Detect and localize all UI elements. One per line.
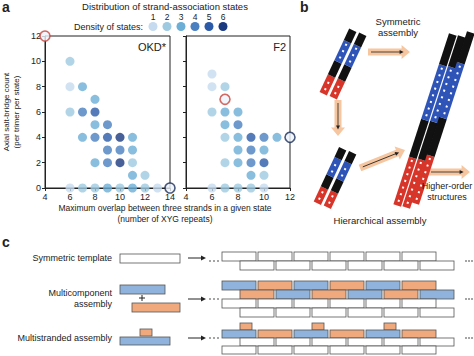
svg-text:Density of states:: Density of states: [74, 22, 143, 32]
svg-text:10: 10 [31, 56, 41, 66]
svg-text:Higher-order: Higher-order [422, 181, 473, 191]
svg-text:b: b [300, 0, 309, 15]
svg-text:Distribution of strand-associa: Distribution of strand-association state… [82, 1, 248, 12]
svg-text:Symmetric: Symmetric [376, 16, 421, 27]
svg-text:12: 12 [285, 192, 295, 202]
svg-text:6: 6 [36, 107, 41, 117]
svg-text:Multicomponent: Multicomponent [48, 288, 112, 298]
svg-text:Axial salt-bridge count: Axial salt-bridge count [2, 72, 11, 151]
svg-text:assembly: assembly [74, 299, 113, 309]
svg-text:8: 8 [235, 192, 240, 202]
svg-text:4: 4 [183, 192, 188, 202]
svg-text:8: 8 [92, 192, 97, 202]
svg-text:4: 4 [36, 132, 41, 142]
svg-text:14: 14 [165, 191, 175, 202]
svg-text:2: 2 [165, 12, 170, 22]
svg-text:4: 4 [193, 12, 198, 22]
svg-text:(number of XYG repeats): (number of XYG repeats) [118, 214, 213, 224]
svg-text:12: 12 [31, 31, 41, 41]
svg-text:a: a [2, 0, 10, 15]
svg-text:F2: F2 [273, 41, 286, 53]
svg-text:6: 6 [209, 192, 214, 202]
svg-text:4: 4 [42, 192, 47, 202]
svg-text:1: 1 [151, 12, 156, 22]
svg-text:3: 3 [179, 12, 184, 22]
svg-text:Maximum overlap between three: Maximum overlap between three strands in… [58, 203, 271, 213]
svg-text:12: 12 [140, 192, 150, 202]
svg-text:OKD*: OKD* [138, 41, 167, 53]
svg-text:2: 2 [36, 158, 41, 168]
svg-text:Symmetric template: Symmetric template [32, 253, 112, 263]
svg-text:assembly: assembly [378, 27, 418, 38]
svg-text:6: 6 [67, 192, 72, 202]
svg-text:0: 0 [36, 183, 41, 193]
svg-text:structures: structures [427, 192, 467, 202]
svg-text:10: 10 [259, 192, 269, 202]
svg-text:c: c [2, 234, 10, 250]
svg-text:6: 6 [221, 12, 226, 22]
svg-text:10: 10 [115, 192, 125, 202]
svg-text:Hierarchical assembly: Hierarchical assembly [334, 215, 427, 226]
svg-text:(per trimer per state): (per trimer per state) [12, 75, 21, 148]
svg-text:5: 5 [207, 12, 212, 22]
svg-text:Multistranded assembly: Multistranded assembly [17, 333, 112, 343]
svg-text:8: 8 [36, 82, 41, 92]
